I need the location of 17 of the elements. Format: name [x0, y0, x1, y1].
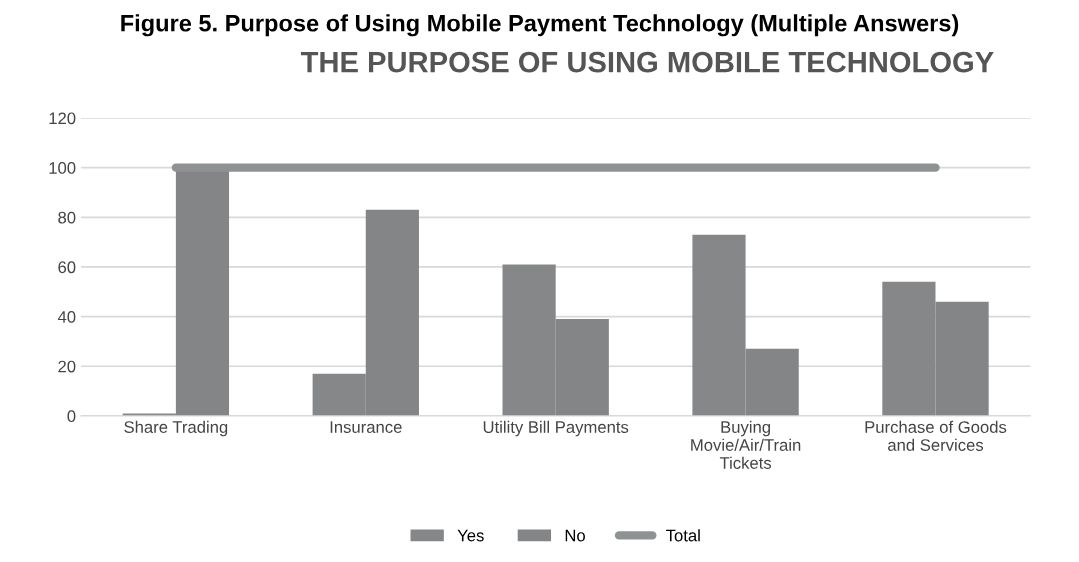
- y-tick-label: 40: [57, 310, 76, 323]
- y-tick-label: 0: [67, 410, 76, 423]
- chart-title: Figure 5. Purpose of Using Mobile Payment Technology (Multiple Answers): [121, 14, 959, 37]
- y-tick-label: 20: [58, 360, 76, 373]
- y-tick-label: 80: [58, 211, 76, 224]
- y-tick-label: 60: [58, 261, 76, 274]
- x-tick-label: Purchase of Goods and Services: [865, 420, 1007, 451]
- legend-label: No: [565, 529, 585, 542]
- legend-label: Total: [666, 529, 700, 542]
- y-tick-label: 100: [49, 162, 76, 174]
- x-tick-label: Utility Bill Payments: [483, 420, 629, 437]
- legend-label: Yes: [457, 529, 484, 542]
- x-tick-label: Insurance: [330, 421, 402, 433]
- y-tick-label: 120: [49, 112, 76, 125]
- chart-subtitle: THE PURPOSE OF USING MOBILE TECHNOLOGY: [300, 51, 994, 73]
- x-tick-label: Share Trading: [124, 420, 228, 437]
- x-tick-label: Buying Movie/Air/Train Tickets: [691, 420, 801, 469]
